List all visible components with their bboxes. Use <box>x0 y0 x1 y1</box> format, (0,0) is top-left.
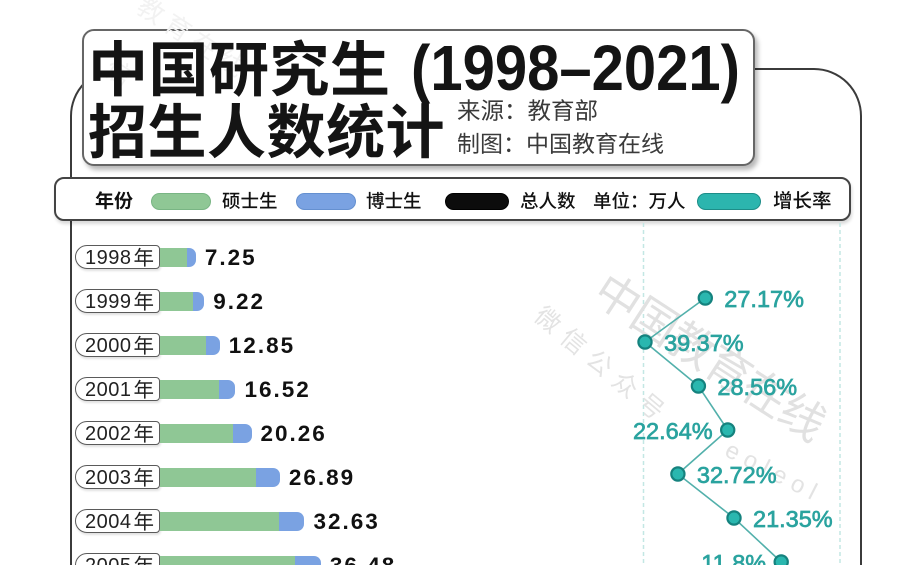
svg-text:(1998–2021): (1998–2021) <box>411 32 740 104</box>
